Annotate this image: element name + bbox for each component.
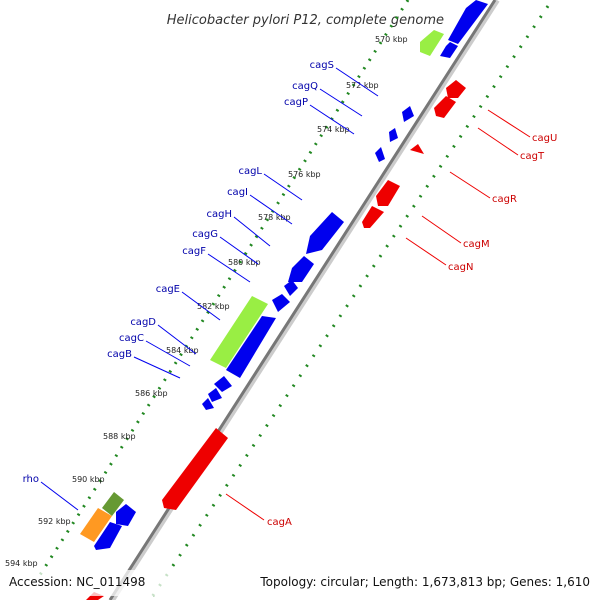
cds-feature xyxy=(94,522,122,550)
cds-feature xyxy=(420,30,444,56)
cds-feature xyxy=(440,42,458,58)
gene-label: cagT xyxy=(520,151,545,162)
cds-feature xyxy=(389,128,398,142)
gene-label: cagH xyxy=(207,209,233,220)
outer-dotted-track xyxy=(36,0,410,579)
tick-label: 582 kbp xyxy=(197,302,230,311)
label-leader xyxy=(421,215,462,244)
gene-label: cagC xyxy=(119,333,144,344)
gene-label: cagP xyxy=(284,97,308,108)
genome-summary-text: Topology: circular; Length: 1,673,813 bp… xyxy=(259,575,590,589)
tick-label: 578 kbp xyxy=(258,213,291,222)
label-leader xyxy=(405,237,447,266)
tick-label: 580 kbp xyxy=(228,258,261,267)
cds-feature xyxy=(288,256,314,282)
gene-label: cagU xyxy=(532,133,557,144)
label-leader xyxy=(477,127,519,156)
label-leader xyxy=(309,104,355,135)
cds-feature xyxy=(402,106,414,122)
left-gene-labels: cagS cagQ cagP cagL cagI cagH cagG cagF … xyxy=(23,60,379,511)
label-leader xyxy=(249,194,293,225)
cds-feature xyxy=(306,212,344,254)
label-leader xyxy=(487,109,531,138)
gene-label: cagR xyxy=(492,194,517,205)
cds-feature xyxy=(376,180,400,206)
label-leader xyxy=(181,291,221,321)
label-leader xyxy=(233,216,271,247)
cds-feature xyxy=(80,508,112,542)
gene-label: cagG xyxy=(192,229,218,240)
map-title: Helicobacter pylori P12, complete genome xyxy=(167,13,444,28)
cds-feature xyxy=(202,398,214,410)
cds-feature xyxy=(434,96,456,118)
cds-feature xyxy=(162,428,228,510)
cds-feature xyxy=(102,492,124,516)
gene-label: rho xyxy=(23,474,39,485)
cds-feature xyxy=(362,206,384,228)
gene-label: cagE xyxy=(156,284,180,295)
cds-feature xyxy=(272,294,290,312)
gene-label: cagB xyxy=(107,349,132,360)
tick-label: 584 kbp xyxy=(166,346,199,355)
highlight-features xyxy=(80,30,444,542)
tick-label: 574 kbp xyxy=(317,125,350,134)
cds-feature xyxy=(116,504,136,526)
cds-feature xyxy=(410,144,424,154)
label-leader xyxy=(133,356,181,379)
gene-label: cagM xyxy=(463,239,490,250)
label-leader xyxy=(219,236,259,265)
cds-feature xyxy=(210,296,268,368)
tick-label: 590 kbp xyxy=(72,475,105,484)
tick-label: 588 kbp xyxy=(103,432,136,441)
label-leader xyxy=(449,171,491,199)
gene-label: cagN xyxy=(448,262,473,273)
reverse-strand-features xyxy=(86,80,466,600)
label-leader xyxy=(40,481,79,511)
tick-labels: 570 kbp 572 kbp 574 kbp 576 kbp 578 kbp … xyxy=(5,35,408,568)
gene-label: cagA xyxy=(267,517,292,528)
gene-label: cagS xyxy=(310,60,334,71)
cds-feature xyxy=(284,280,298,296)
label-leader xyxy=(319,88,363,117)
accession-text: Accession: NC_011498 xyxy=(9,575,145,589)
cds-feature xyxy=(375,147,385,162)
tick-label: 592 kbp xyxy=(38,517,71,526)
gene-label: cagQ xyxy=(292,81,318,92)
right-gene-labels: cagU cagT cagR cagM cagN cagA xyxy=(225,109,557,528)
tick-label: 594 kbp xyxy=(5,559,38,568)
forward-strand-features xyxy=(94,0,488,550)
cds-feature xyxy=(448,0,488,44)
gene-label: cagD xyxy=(130,317,156,328)
gene-label: cagF xyxy=(182,246,206,257)
gene-label: cagL xyxy=(238,166,262,177)
cds-feature xyxy=(226,316,276,378)
label-leader xyxy=(157,324,197,355)
label-leader xyxy=(207,253,251,283)
cds-feature xyxy=(446,80,466,98)
tick-label: 576 kbp xyxy=(288,170,321,179)
label-leader xyxy=(263,173,303,201)
tick-label: 586 kbp xyxy=(135,389,168,398)
cds-feature xyxy=(208,388,222,402)
gene-label: cagI xyxy=(227,187,248,198)
label-leader xyxy=(225,493,265,521)
cds-feature xyxy=(214,376,232,392)
label-leader xyxy=(145,340,191,367)
tick-label: 570 kbp xyxy=(375,35,408,44)
footer-background xyxy=(0,570,600,596)
label-leader xyxy=(335,67,379,97)
